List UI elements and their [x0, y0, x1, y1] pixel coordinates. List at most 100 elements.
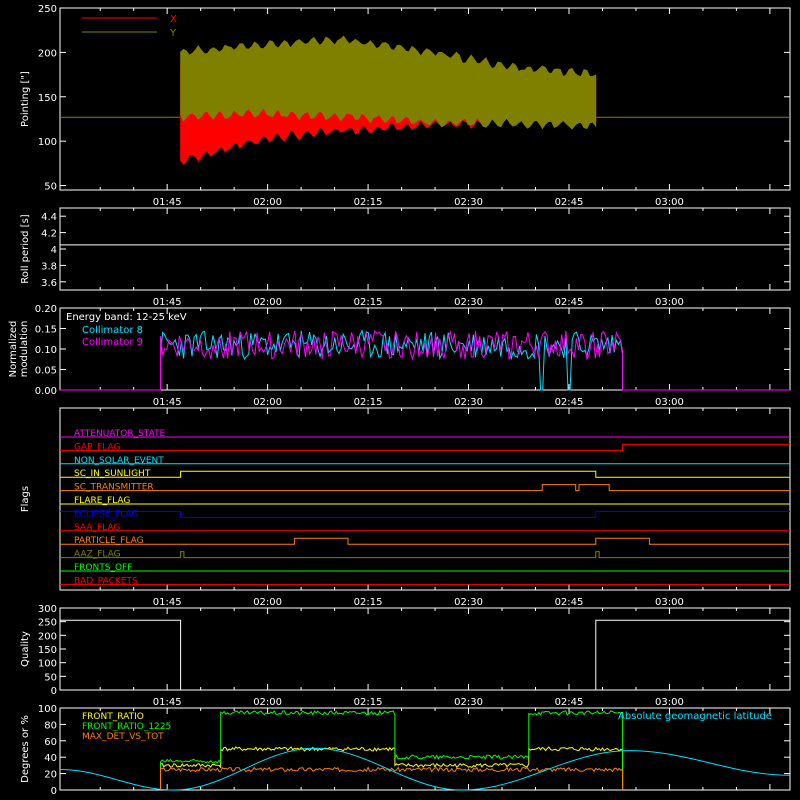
x-tick-label: 02:30: [454, 597, 483, 608]
flag-label: ECLIPSE_FLAG: [74, 509, 138, 519]
flag-label: BAD_PACKETS: [74, 576, 138, 586]
y-tick-label: 4.4: [41, 212, 57, 223]
x-tick-label: 03:00: [655, 297, 684, 308]
flag-line: [60, 443, 790, 451]
y-tick-label: 0.05: [35, 366, 57, 377]
panel-roll: 01:45 02:00 02:15 02:30 02:45 03:00 3.6 3.8 4 4.2…: [20, 207, 791, 308]
flag-label: AAZ_FLAG: [74, 550, 121, 560]
flag-label: SAA_FLAG: [74, 523, 120, 533]
y-tick-label: 100: [38, 137, 57, 148]
flag-line: [60, 537, 790, 545]
x-tick-label: 02:15: [354, 397, 383, 408]
flag-label: PARTICLE_FLAG: [74, 536, 144, 546]
x-tick-label: 02:30: [454, 197, 483, 208]
x-tick-label: 01:45: [153, 597, 182, 608]
legend-label: Y: [169, 28, 177, 39]
panel-frame: [59, 7, 791, 191]
flag-label: SC_TRANSMITTER: [74, 483, 154, 493]
degrees-series: [160, 766, 624, 790]
y-axis-label: Pointing ["]: [20, 71, 31, 127]
flag-line: [60, 470, 790, 478]
x-tick-label: 02:00: [253, 397, 282, 408]
x-tick-label: 03:00: [655, 397, 684, 408]
panel-modulation: 01:45 02:00 02:15 02:30 02:45 03:00 0.00 0.05 0.…: [8, 304, 791, 408]
panel-frame: [59, 707, 791, 791]
legend-label: FRONT_RATIO_1225: [82, 722, 171, 732]
x-tick-label: 01:45: [153, 397, 182, 408]
panel-frame: [59, 407, 791, 591]
x-tick-label: 02:45: [555, 197, 584, 208]
y-tick-label: 150: [38, 645, 57, 656]
y-tick-label: 0: [51, 786, 57, 797]
quality-line: [60, 619, 790, 691]
x-tick-label: 02:15: [354, 197, 383, 208]
x-tick-label: 02:00: [253, 297, 282, 308]
legend-label: Collimator 8: [82, 325, 143, 336]
y-tick-label: 3.8: [41, 261, 57, 272]
flag-label: GAP_FLAG: [74, 442, 120, 452]
y-tick-label: 0.15: [35, 325, 57, 336]
x-tick-label: 02:15: [354, 697, 383, 708]
x-tick-label: 01:45: [153, 197, 182, 208]
y-tick-label: 80: [44, 720, 57, 731]
y-axis-label: modulation: [19, 321, 30, 378]
legend-label: X: [170, 14, 177, 25]
y-tick-label: 250: [38, 4, 57, 15]
x-tick-label: 02:30: [454, 697, 483, 708]
x-tick-label: 02:30: [454, 297, 483, 308]
panel-pointing: 01:45 02:00 02:15 02:30 02:45 03:00 50 100 150 20…: [20, 4, 791, 208]
x-tick-label: 01:45: [153, 697, 182, 708]
y-tick-label: 40: [44, 753, 57, 764]
x-tick-label: 02:15: [354, 597, 383, 608]
x-tick-label: 02:30: [454, 397, 483, 408]
flag-label: SC_IN_SUNLIGHT: [74, 469, 151, 479]
panel-degrees: 0 20 40 60 80 100 Degrees or % FRONT_RATIOFRONT…: [20, 704, 791, 797]
y-tick-label: 3.6: [41, 278, 57, 289]
series-y-band: [180, 35, 597, 130]
x-tick-label: 02:00: [253, 197, 282, 208]
flag-label: ATTENUATOR_STATE: [74, 429, 166, 439]
y-tick-label: 200: [38, 631, 57, 642]
panel-flags: 01:45 02:00 02:15 02:30 02:45 03:00 Flags ATTEN…: [20, 407, 791, 608]
flag-line: [60, 484, 790, 492]
y-tick-label: 20: [44, 770, 57, 781]
flag-label: NON_SOLAR_EVENT: [74, 456, 164, 466]
y-axis-label: Quality: [20, 631, 31, 667]
y-tick-label: 0.10: [35, 345, 57, 356]
x-tick-label: 02:45: [555, 397, 584, 408]
y-tick-label: 0: [51, 686, 57, 697]
y-axis-label: Flags: [20, 486, 31, 512]
degrees-series: [160, 709, 624, 790]
y-tick-label: 150: [38, 93, 57, 104]
y-axis-label: Roll period [s]: [20, 214, 31, 283]
x-tick-label: 02:45: [555, 597, 584, 608]
y-tick-label: 100: [38, 659, 57, 670]
flag-line: [60, 510, 790, 518]
legend-label: Absolute geomagnetic latitude: [618, 711, 772, 722]
degrees-series: [59, 747, 791, 791]
y-axis-label: Normalized: [8, 321, 19, 378]
x-tick-label: 02:00: [253, 597, 282, 608]
legend-label: FRONT_RATIO: [82, 712, 144, 722]
modulation-series: [60, 329, 790, 391]
y-tick-label: 200: [38, 48, 57, 59]
energy-band-annotation: Energy band: 12-25 keV: [66, 312, 187, 323]
x-tick-label: 02:45: [555, 697, 584, 708]
y-tick-label: 50: [44, 672, 57, 683]
x-tick-label: 03:00: [655, 197, 684, 208]
x-tick-label: 03:00: [655, 597, 684, 608]
y-tick-label: 0.20: [35, 304, 57, 315]
degrees-series: [160, 746, 624, 790]
x-tick-label: 02:00: [253, 697, 282, 708]
x-tick-label: 02:45: [555, 297, 584, 308]
legend-label: MAX_DET_VS_TOT: [82, 732, 164, 742]
x-tick-label: 02:15: [354, 297, 383, 308]
y-tick-label: 50: [44, 182, 57, 193]
y-tick-label: 300: [38, 604, 57, 615]
flag-label: FLARE_FLAG: [74, 496, 130, 506]
y-tick-label: 100: [38, 704, 57, 715]
y-tick-label: 0.00: [35, 386, 57, 397]
y-axis-label: Degrees or %: [20, 715, 31, 783]
